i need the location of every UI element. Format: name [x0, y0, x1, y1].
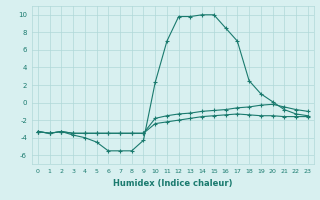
- X-axis label: Humidex (Indice chaleur): Humidex (Indice chaleur): [113, 179, 233, 188]
